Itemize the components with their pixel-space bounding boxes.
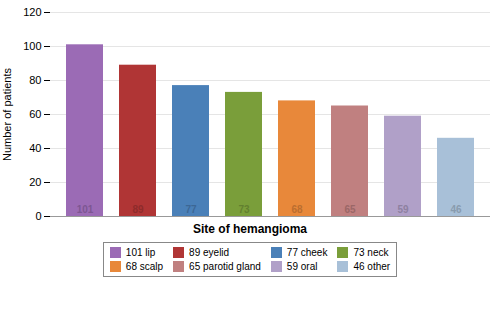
html-text:77 cheek: 77 cheek — [286, 247, 328, 258]
html-text:46 other: 46 other — [353, 261, 391, 272]
svg-text:80: 80 — [29, 74, 41, 86]
html-text:Site of hemangioma: Site of hemangioma — [193, 222, 307, 236]
svg-text:40: 40 — [29, 142, 41, 154]
html-text:73 neck: 73 neck — [353, 247, 389, 258]
svg-text:89: 89 — [132, 204, 144, 215]
svg-text:Number of patients: Number of patients — [1, 68, 13, 161]
html-text:89 eyelid: 89 eyelid — [189, 247, 230, 258]
svg-text:101: 101 — [77, 204, 94, 215]
svg-text:60: 60 — [29, 108, 41, 120]
html-text:101 lip: 101 lip — [125, 247, 156, 258]
svg-text:77: 77 — [185, 204, 197, 215]
html-text:68 scalp: 68 scalp — [125, 261, 164, 272]
html-text:59 oral: 59 oral — [286, 261, 318, 272]
svg-text:68: 68 — [291, 204, 303, 215]
svg-text:65: 65 — [344, 204, 356, 215]
svg-text:73: 73 — [238, 204, 250, 215]
svg-text:120: 120 — [23, 6, 41, 18]
svg-text:59: 59 — [397, 204, 409, 215]
svg-text:46: 46 — [450, 204, 462, 215]
svg-text:20: 20 — [29, 176, 41, 188]
svg-text:100: 100 — [23, 40, 41, 52]
html-text:65 parotid gland: 65 parotid gland — [189, 261, 261, 272]
svg-text:0: 0 — [35, 210, 41, 222]
